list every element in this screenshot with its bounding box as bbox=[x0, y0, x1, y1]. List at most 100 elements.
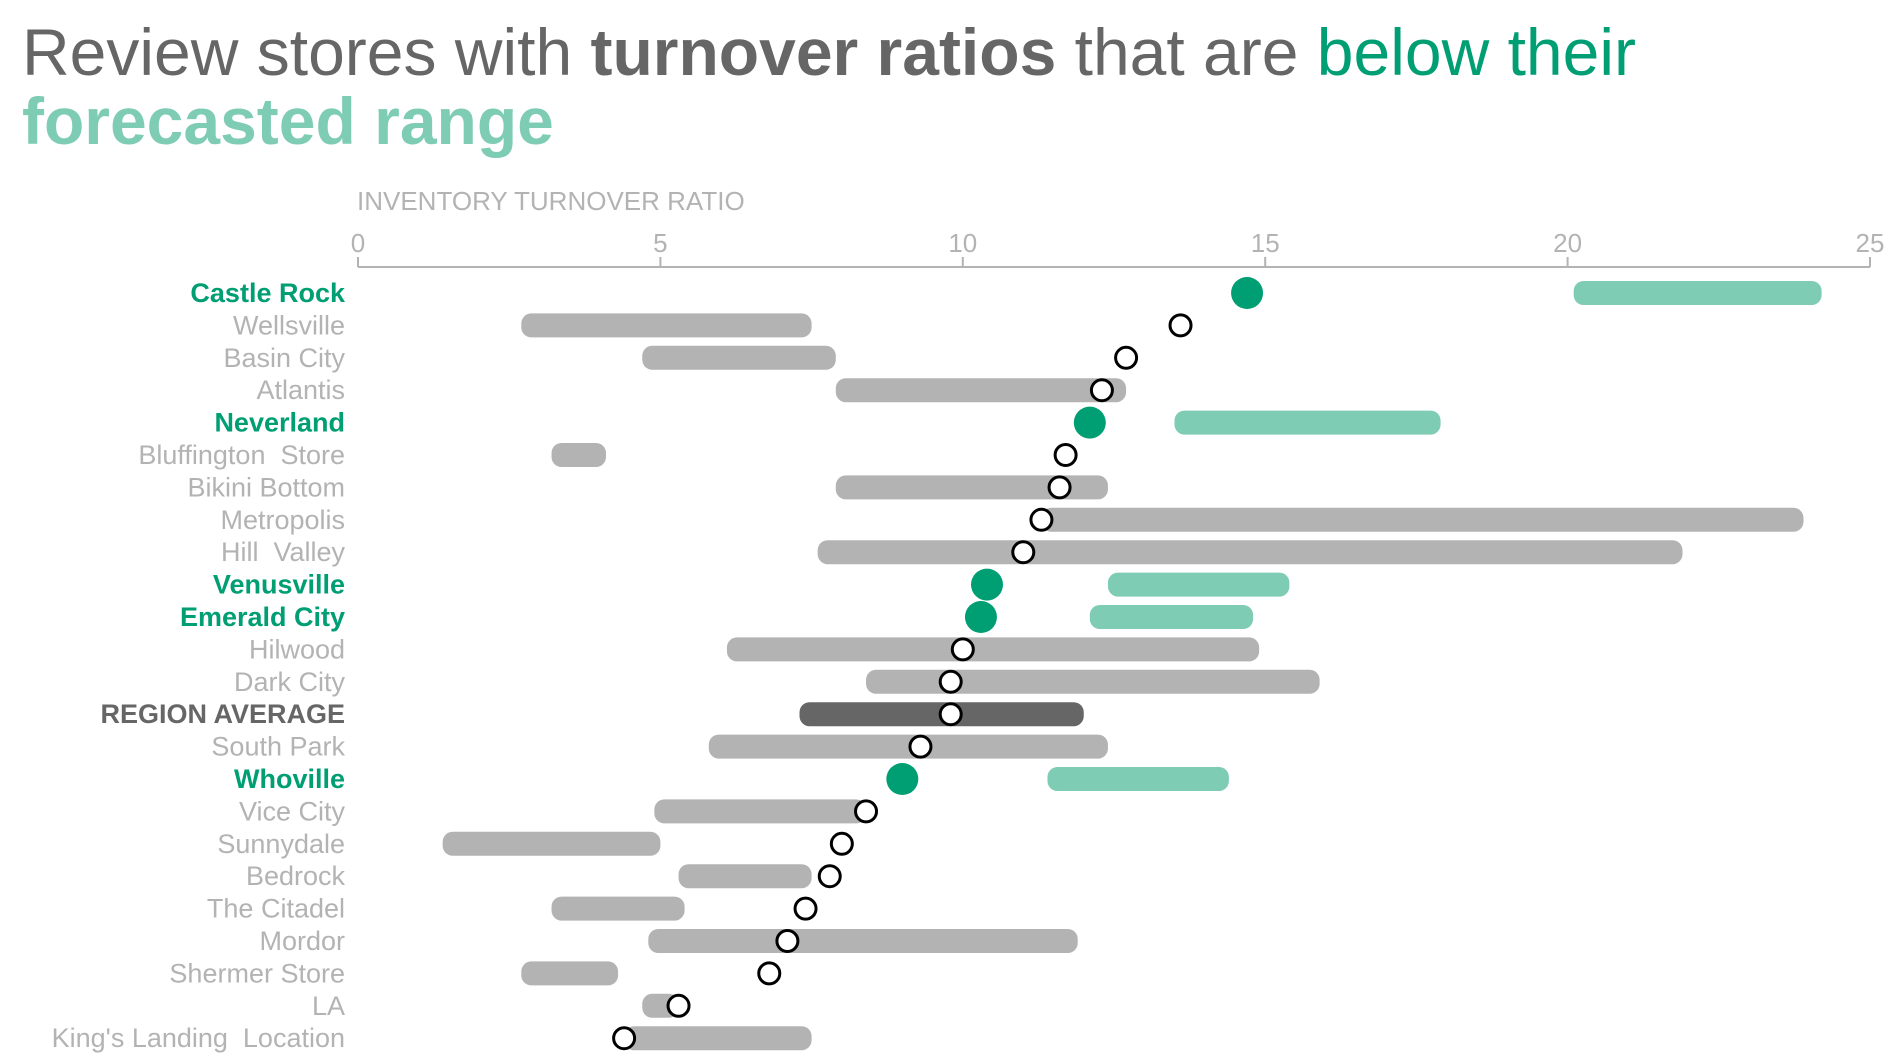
chart-row: Metropolis bbox=[220, 505, 1804, 535]
x-tick-label: 25 bbox=[1856, 228, 1885, 258]
forecast-range-bar bbox=[1089, 605, 1254, 629]
turnover-dot-below bbox=[886, 763, 919, 795]
row-label: Venusville bbox=[213, 570, 345, 600]
row-label: Basin City bbox=[223, 343, 345, 373]
row-label: Vice City bbox=[239, 796, 346, 826]
chart-row: Neverland bbox=[214, 406, 1441, 439]
chart-title: Review stores with turnover ratios that … bbox=[22, 15, 1636, 158]
chart-row: Bikini Bottom bbox=[187, 472, 1108, 502]
chart-row: Castle Rock bbox=[190, 277, 1822, 309]
chart-row: Emerald City bbox=[180, 601, 1254, 633]
turnover-dot bbox=[757, 961, 782, 986]
x-tick-label: 5 bbox=[653, 228, 667, 258]
title-segment: forecasted range bbox=[22, 84, 554, 158]
turnover-dot bbox=[817, 864, 842, 889]
chart-row: Venusville bbox=[213, 568, 1290, 601]
turnover-dot bbox=[612, 1026, 637, 1051]
turnover-dot bbox=[908, 734, 933, 759]
forecast-range-bar bbox=[1174, 410, 1441, 435]
chart-row: Bedrock bbox=[246, 861, 842, 891]
row-label: Neverland bbox=[214, 408, 345, 438]
chart-row: South Park bbox=[211, 732, 1108, 762]
x-axis: 0 5 10 15 20 25 bbox=[351, 228, 1885, 268]
chart-row: King's Landing Location bbox=[52, 1023, 812, 1053]
turnover-dot bbox=[950, 637, 975, 662]
title-segment: Review stores with bbox=[22, 15, 591, 89]
forecast-range-bar bbox=[835, 378, 1127, 403]
row-label: The Citadel bbox=[207, 894, 345, 924]
chart-row: LA bbox=[312, 991, 691, 1021]
x-tick-label: 20 bbox=[1553, 228, 1582, 258]
chart-row: Dark City bbox=[234, 667, 1320, 697]
turnover-dot-below bbox=[970, 568, 1003, 601]
turnover-dot bbox=[1047, 475, 1072, 500]
chart-row: Wellsville bbox=[233, 310, 1193, 340]
row-label: Whoville bbox=[234, 764, 345, 794]
forecast-range-bar bbox=[817, 540, 1683, 565]
title-line-1: Review stores with turnover ratios that … bbox=[22, 15, 1636, 89]
chart-row: Hilwood bbox=[249, 634, 1260, 664]
forecast-range-bar bbox=[648, 929, 1078, 953]
x-tick-label: 10 bbox=[948, 228, 977, 258]
forecast-range-bar bbox=[551, 896, 685, 921]
forecast-range-bar bbox=[835, 475, 1108, 500]
forecast-range-bar bbox=[708, 734, 1108, 759]
row-label: Hill Valley bbox=[221, 537, 346, 567]
row-label: LA bbox=[312, 991, 345, 1021]
turnover-dot bbox=[1168, 313, 1193, 338]
row-label: Castle Rock bbox=[190, 278, 346, 308]
chart-row: Mordor bbox=[259, 926, 1078, 956]
forecast-range-bar bbox=[1047, 767, 1229, 791]
title-segment: turnover ratios bbox=[591, 15, 1057, 89]
chart-row: The Citadel bbox=[207, 894, 818, 924]
row-label: South Park bbox=[211, 732, 345, 762]
row-label: Shermer Store bbox=[169, 958, 345, 988]
chart-row: REGION AVERAGE bbox=[100, 699, 1084, 729]
turnover-dot bbox=[1089, 378, 1114, 403]
forecast-range-bar bbox=[551, 443, 606, 467]
turnover-dot bbox=[938, 702, 963, 727]
x-tick-label: 15 bbox=[1251, 228, 1280, 258]
chart-row: Whoville bbox=[234, 763, 1229, 795]
turnover-dot bbox=[1053, 443, 1078, 467]
row-label: Bikini Bottom bbox=[187, 472, 345, 502]
row-label: Hilwood bbox=[249, 634, 345, 664]
row-label: Emerald City bbox=[180, 602, 345, 632]
chart-row: Shermer Store bbox=[169, 958, 782, 988]
turnover-dot bbox=[1011, 540, 1036, 565]
forecast-range-bar bbox=[624, 1026, 812, 1051]
chart-row: Basin City bbox=[223, 343, 1139, 373]
chart-row: Bluffington Store bbox=[138, 440, 1078, 470]
turnover-dot-below bbox=[964, 601, 997, 633]
chart-row: Vice City bbox=[239, 796, 879, 826]
row-label: Mordor bbox=[259, 926, 345, 956]
row-label: Atlantis bbox=[256, 375, 345, 405]
turnover-dot bbox=[938, 669, 963, 694]
forecast-range-bar bbox=[521, 961, 619, 986]
forecast-range-bar bbox=[1041, 507, 1804, 532]
turnover-dot bbox=[666, 993, 691, 1018]
title-line-2: forecasted range bbox=[22, 84, 554, 158]
forecast-range-bar bbox=[521, 313, 812, 338]
turnover-dot bbox=[775, 929, 800, 953]
row-label: Metropolis bbox=[220, 505, 345, 535]
title-segment: below their bbox=[1317, 15, 1636, 89]
row-label: Bedrock bbox=[246, 861, 346, 891]
forecast-range-bar bbox=[678, 864, 812, 889]
forecast-range-bar bbox=[1573, 281, 1822, 305]
turnover-dot bbox=[854, 799, 879, 824]
row-label: Bluffington Store bbox=[138, 440, 345, 470]
chart-row: Atlantis bbox=[256, 375, 1127, 405]
row-label: Dark City bbox=[234, 667, 346, 697]
turnover-dot bbox=[829, 831, 854, 856]
row-label: Wellsville bbox=[233, 310, 345, 340]
forecast-range-bar bbox=[442, 831, 661, 856]
chart-row: Sunnydale bbox=[217, 829, 854, 859]
forecast-range-bar bbox=[866, 669, 1320, 694]
turnover-dot bbox=[793, 896, 818, 921]
turnover-dot bbox=[1029, 507, 1054, 532]
forecast-range-bar bbox=[654, 799, 867, 824]
row-label: King's Landing Location bbox=[52, 1023, 345, 1053]
